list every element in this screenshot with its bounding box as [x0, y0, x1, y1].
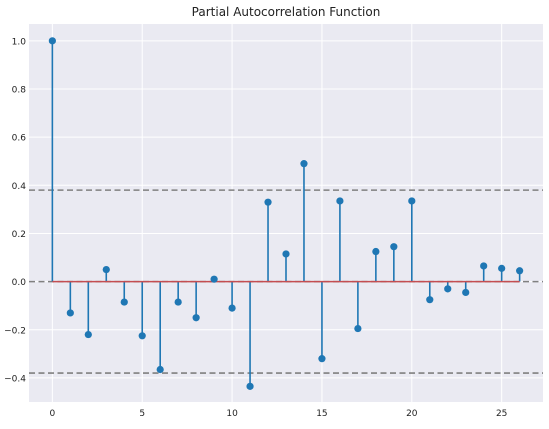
x-tick-label: 25: [496, 409, 507, 419]
y-tick-label: 0.4: [12, 182, 27, 192]
pacf-point: [48, 37, 56, 45]
pacf-point: [444, 285, 452, 293]
pacf-point: [372, 247, 380, 256]
pacf-point: [480, 262, 488, 270]
pacf-point: [264, 198, 272, 206]
x-tick-label: 5: [139, 409, 145, 419]
x-tick-label: 10: [226, 409, 238, 419]
y-tick-label: 0.2: [12, 230, 26, 240]
y-tick-label: 0.6: [12, 134, 27, 144]
pacf-point: [516, 267, 524, 275]
pacf-point: [174, 298, 182, 306]
pacf-point: [210, 275, 218, 283]
pacf-point: [246, 382, 254, 390]
pacf-point: [102, 265, 110, 274]
chart-title: Partial Autocorrelation Function: [192, 5, 381, 19]
x-tick-label: 20: [406, 409, 418, 419]
pacf-point: [300, 160, 308, 168]
pacf-point: [138, 332, 146, 340]
pacf-point: [282, 250, 290, 258]
pacf-point: [390, 243, 398, 251]
pacf-point: [192, 314, 200, 322]
pacf-point: [408, 197, 416, 205]
pacf-point: [318, 355, 326, 363]
x-tick-label: 0: [49, 409, 55, 419]
x-tick-label: 15: [316, 409, 327, 419]
pacf-point: [498, 264, 506, 272]
y-tick-label: 0.8: [12, 86, 27, 96]
pacf-point: [336, 197, 344, 205]
pacf-point: [426, 296, 434, 304]
pacf-point: [462, 288, 470, 297]
y-tick-label: −0.4: [4, 374, 26, 384]
pacf-point: [84, 330, 92, 339]
pacf-point: [120, 298, 128, 306]
y-tick-label: −0.2: [4, 326, 26, 336]
pacf-point: [156, 365, 164, 374]
pacf-point: [228, 304, 236, 312]
plot-background: [29, 24, 543, 402]
pacf-point: [354, 324, 362, 333]
plot-area: −0.4 −0.2 0.0 0.2 0.4 0.6 0.8 1.0 0 5 10 15 20 25: [4, 24, 543, 419]
y-tick-label: 1.0: [12, 37, 27, 47]
y-tick-label: 0.0: [12, 278, 27, 288]
pacf-point: [66, 309, 74, 317]
